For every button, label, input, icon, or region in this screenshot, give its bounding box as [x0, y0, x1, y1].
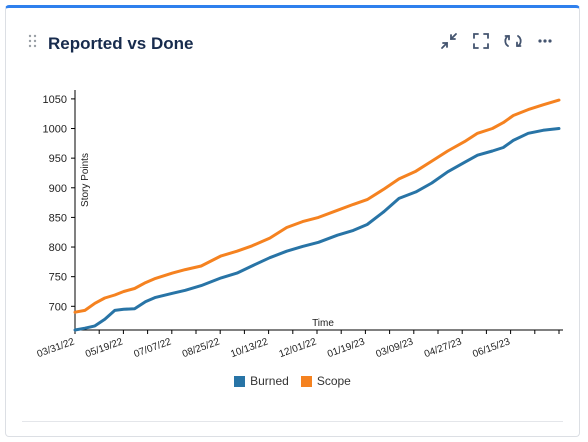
x-tick-label: 10/13/22: [229, 336, 270, 360]
y-axis-label: Story Points: [80, 153, 91, 207]
x-tick-label: 06/15/23: [471, 336, 512, 360]
x-axis-label: Time: [312, 318, 334, 329]
x-tick-label: 05/19/22: [84, 336, 125, 360]
chart-legend: Burned Scope: [6, 374, 579, 388]
collapse-icon[interactable]: [439, 31, 459, 51]
legend-swatch-burned: [234, 375, 246, 387]
x-tick-label: 12/01/22: [278, 336, 319, 360]
footer-divider: [22, 421, 563, 422]
series-line-burned: [73, 127, 561, 332]
y-tick-label: 950: [49, 153, 67, 165]
x-tick-label: 01/19/23: [326, 336, 367, 360]
widget-card: Reported vs Done: [5, 5, 580, 437]
legend-item-burned[interactable]: Burned: [234, 374, 289, 388]
widget-header: Reported vs Done: [6, 8, 579, 68]
refresh-icon[interactable]: [503, 31, 523, 51]
legend-label-scope: Scope: [316, 374, 351, 388]
series-line-scope: [73, 98, 561, 314]
x-tick-label: 03/09/23: [374, 336, 415, 360]
y-tick-label: 700: [49, 301, 67, 313]
more-icon[interactable]: [535, 31, 555, 51]
y-tick-label: 1000: [43, 124, 67, 136]
x-tick-label: 03/31/22: [36, 336, 77, 360]
drag-handle-icon[interactable]: [28, 34, 38, 48]
x-tick-label: 08/25/22: [181, 336, 222, 360]
widget-title: Reported vs Done: [48, 34, 194, 53]
y-tick-label: 750: [49, 272, 67, 284]
chart-area: 700 750 800 850 900 950 1000 1050 03/31/22 05/19/…: [6, 68, 581, 398]
x-tick-label: 04/27/23: [423, 336, 464, 360]
y-tick-label: 800: [49, 242, 67, 254]
legend-item-scope[interactable]: Scope: [300, 374, 351, 388]
y-tick-label: 900: [49, 183, 67, 195]
legend-swatch-scope: [300, 375, 312, 387]
fullscreen-icon[interactable]: [471, 31, 491, 51]
burnup-chart: 700 750 800 850 900 950 1000 1050 03/31/22 05/19/…: [36, 90, 563, 360]
widget-actions: [439, 31, 555, 51]
legend-label-burned: Burned: [250, 374, 289, 388]
y-tick-label: 850: [49, 212, 67, 224]
y-tick-label: 1050: [43, 94, 67, 106]
x-tick-label: 07/07/22: [132, 336, 173, 360]
